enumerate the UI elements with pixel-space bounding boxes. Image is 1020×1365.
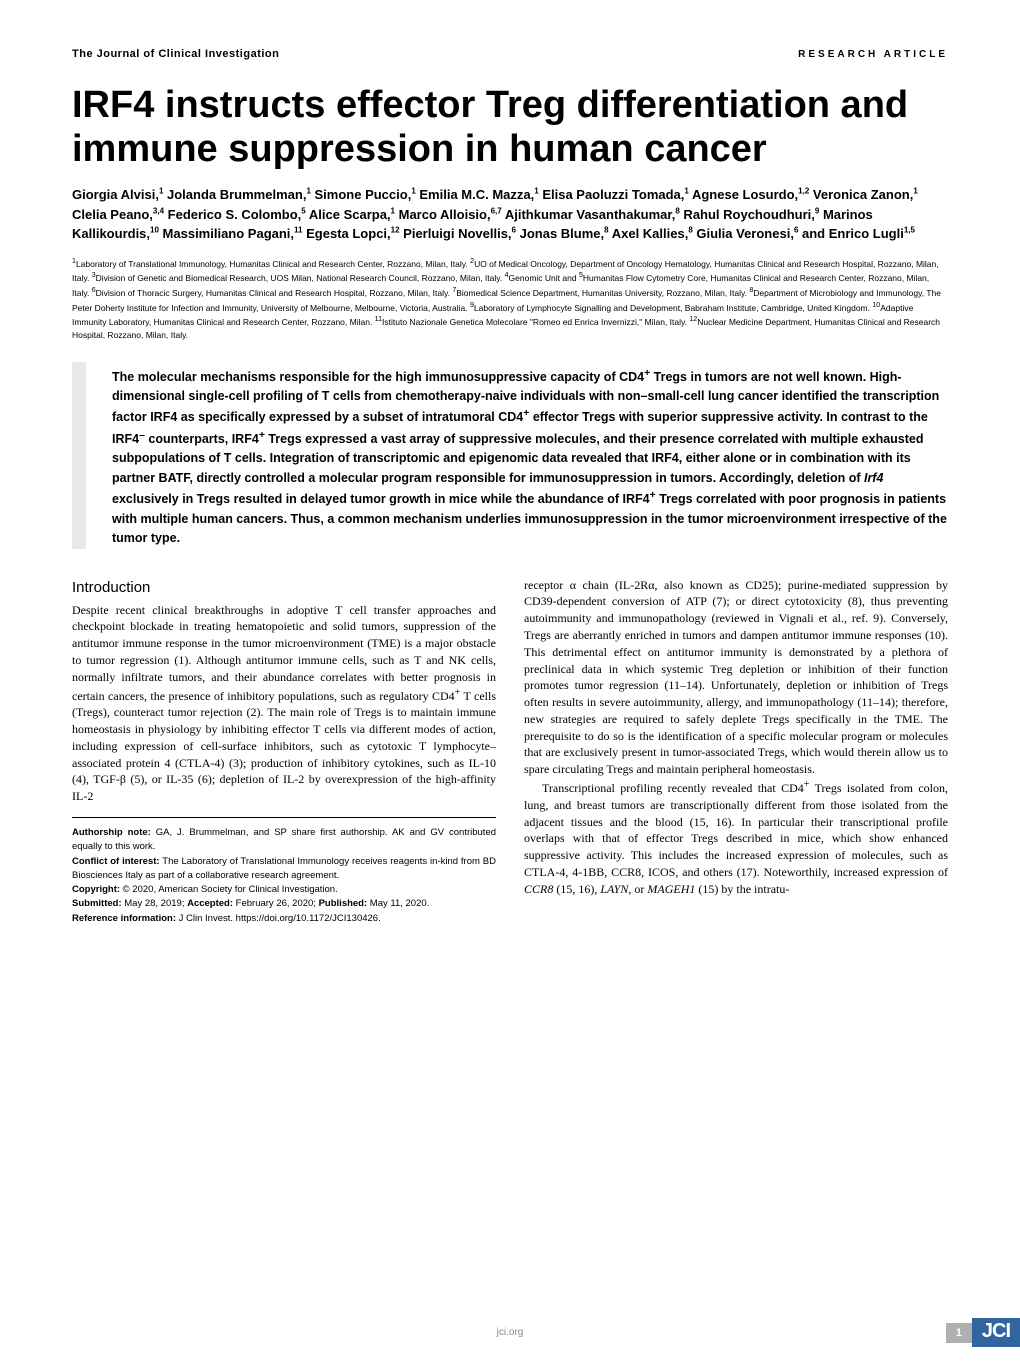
dates-note: Submitted: May 28, 2019; Accepted: Febru… <box>72 897 496 911</box>
conflict-note: Conflict of interest: The Laboratory of … <box>72 855 496 884</box>
authors-list: Giorgia Alvisi,1 Jolanda Brummelman,1 Si… <box>72 185 948 244</box>
authorship-note: Authorship note: GA, J. Brummelman, and … <box>72 826 496 855</box>
jci-logo: JCI <box>972 1318 1020 1347</box>
page-number: 1 <box>946 1323 972 1343</box>
journal-name: The Journal of Clinical Investigation <box>72 48 279 60</box>
abstract-section: The molecular mechanisms responsible for… <box>72 362 948 549</box>
abstract-sidebar <box>72 362 86 549</box>
footer-divider <box>72 817 496 818</box>
page-header: The Journal of Clinical Investigation RE… <box>72 48 948 60</box>
copyright-note: Copyright: © 2020, American Society for … <box>72 883 496 897</box>
footer-url: jci.org <box>497 1327 524 1338</box>
page-footer: jci.org 1 JCI <box>0 1318 1020 1347</box>
affiliations: 1Laboratory of Translational Immunology,… <box>72 256 948 342</box>
intro-paragraph-3: Transcriptional profiling recently revea… <box>524 778 948 898</box>
article-type: RESEARCH ARTICLE <box>798 49 948 60</box>
abstract-text: The molecular mechanisms responsible for… <box>112 362 948 549</box>
introduction-heading: Introduction <box>72 577 496 598</box>
reference-note: Reference information: J Clin Invest. ht… <box>72 912 496 926</box>
intro-paragraph-2: receptor α chain (IL-2Rα, also known as … <box>524 577 948 779</box>
intro-paragraph-1: Despite recent clinical breakthroughs in… <box>72 602 496 806</box>
body-text: Introduction Despite recent clinical bre… <box>72 577 948 926</box>
article-title: IRF4 instructs effector Treg differentia… <box>72 84 948 171</box>
footer-notes: Authorship note: GA, J. Brummelman, and … <box>72 826 496 926</box>
